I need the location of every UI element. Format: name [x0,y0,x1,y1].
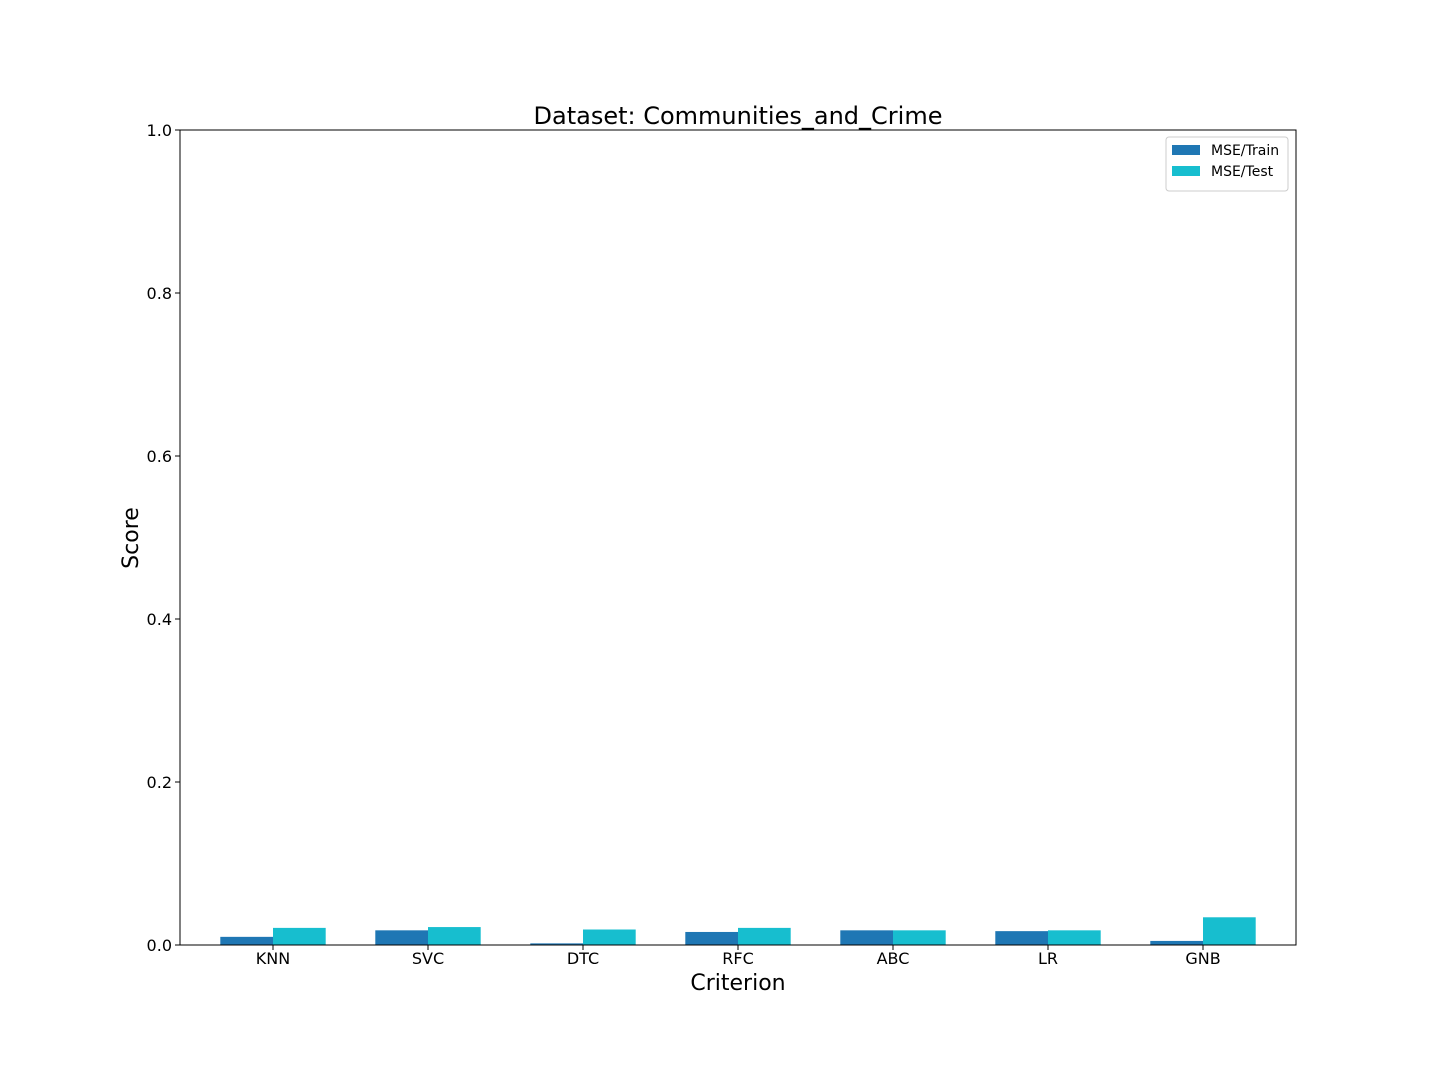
bar-abc-series-2 [893,930,946,945]
x-tick-label: LR [1038,949,1058,968]
y-axis-label: Score [119,507,144,569]
y-tick-label: 0.2 [147,773,172,792]
bar-gnb-series-2 [1203,917,1256,945]
chart-title: Dataset: Communities_and_Crime [534,102,943,130]
x-axis-label: Criterion [690,971,785,996]
x-tick-label: GNB [1185,949,1220,968]
x-tick-label: SVC [412,949,444,968]
legend: MSE/Train MSE/Test [1165,136,1289,192]
x-tick-label: RFC [722,949,754,968]
legend-label: MSE/Train [1211,143,1279,159]
y-tick-label: 1.0 [147,121,172,140]
x-tick-label: KNN [256,949,290,968]
bars-group [220,917,1256,945]
bar-rfc-series-1 [685,931,738,945]
bar-rfc-series-2 [738,927,791,945]
y-tick-label: 0.4 [147,610,172,629]
bar-svc-series-1 [375,930,428,945]
bar-abc-series-1 [840,930,893,945]
bar-dtc-series-2 [583,929,636,945]
bar-dtc-series-1 [530,943,583,945]
y-tick-label: 0.6 [147,447,172,466]
y-tick-label: 0.0 [147,936,172,955]
y-axis: 0.0 0.2 0.4 0.6 0.8 1.0 [147,121,180,955]
legend-label: MSE/Test [1211,164,1274,180]
x-axis: KNN SVC DTC RFC ABC LR GNB [256,945,1221,968]
legend-swatch [1172,166,1200,176]
y-tick-label: 0.8 [147,284,172,303]
bar-knn-series-1 [220,936,273,945]
bar-lr-series-1 [995,931,1048,945]
bar-gnb-series-1 [1150,940,1203,945]
bar-svc-series-2 [428,927,481,945]
x-tick-label: ABC [877,949,910,968]
x-tick-label: DTC [567,949,599,968]
legend-swatch [1172,145,1200,155]
bar-knn-series-2 [273,927,326,945]
bar-lr-series-2 [1048,930,1101,945]
